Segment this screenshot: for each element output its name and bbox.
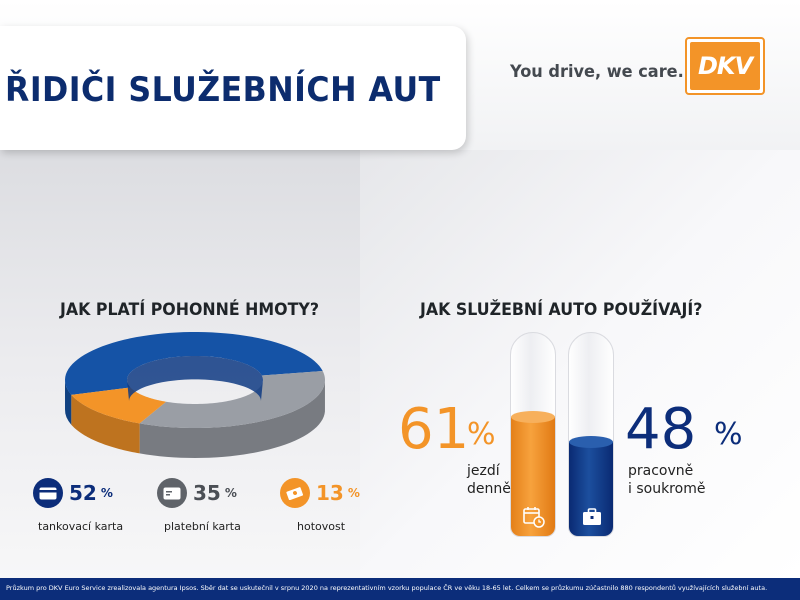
cash-icon (280, 478, 310, 508)
daily-caption-line1: jezdí (467, 463, 500, 479)
legend-item-fuel-card: 52 % tankovací karta (33, 478, 123, 533)
tube-work-private (568, 332, 614, 537)
payment-donut-chart (65, 332, 325, 458)
legend-item-payment-card: 35 % platební karta (157, 478, 241, 533)
legend-value: 52 (69, 481, 97, 505)
legend-unit: % (100, 486, 113, 500)
fuel-card-icon (33, 478, 63, 508)
legend-label: hotovost (297, 520, 346, 533)
work-private-caption-line1: pracovně (628, 463, 694, 479)
legend-label: tankovací karta (38, 520, 124, 533)
donut-wall-2 (71, 394, 140, 454)
dkv-logo-badge: DKV (690, 42, 760, 90)
donut-wall-0 (65, 379, 72, 425)
work-private-unit: % (714, 417, 743, 452)
donut-slice-1 (139, 371, 325, 428)
slogan: You drive, we care. (510, 62, 684, 82)
usage-section-title: JAK SLUŽEBNÍ AUTO POUŽÍVAJÍ? (420, 300, 703, 320)
daily-value: 61 (398, 397, 470, 462)
work-private-caption-line2: i soukromě (628, 481, 706, 497)
tube-fill-daily (511, 411, 555, 536)
dkv-logo-text: DKV (697, 52, 753, 80)
daily-caption: jezdí denně (467, 462, 511, 498)
work-private-caption: pracovně i soukromě (628, 462, 705, 498)
tube-daily (510, 332, 556, 537)
page-title: ŘIDIČI SLUŽEBNÍCH AUT (5, 70, 441, 110)
payment-section-title: JAK PLATÍ POHONNÉ HMOTY? (60, 300, 319, 320)
daily-unit: % (467, 417, 496, 452)
legend-unit: % (347, 486, 360, 500)
donut-slice-0 (65, 332, 323, 395)
legend-unit: % (224, 486, 237, 500)
donut-slice-2 (71, 387, 167, 424)
work-private-value: 48 (625, 397, 697, 462)
legend-item-cash: 13 % hotovost (280, 478, 360, 533)
daily-caption-line2: denně (467, 481, 511, 497)
legend-value: 13 (316, 481, 344, 505)
legend-value: 35 (193, 481, 221, 505)
payment-card-icon (157, 478, 187, 508)
legend-label: platební karta (164, 520, 241, 533)
title-card (0, 26, 466, 150)
footer-note: Průzkum pro DKV Euro Service zrealizoval… (0, 578, 800, 600)
calendar-clock-icon (523, 507, 545, 528)
briefcase-icon (583, 508, 601, 525)
donut-hole-wall (127, 356, 263, 401)
donut-wall-1 (139, 378, 325, 458)
dkv-logo: DKV (685, 37, 765, 95)
